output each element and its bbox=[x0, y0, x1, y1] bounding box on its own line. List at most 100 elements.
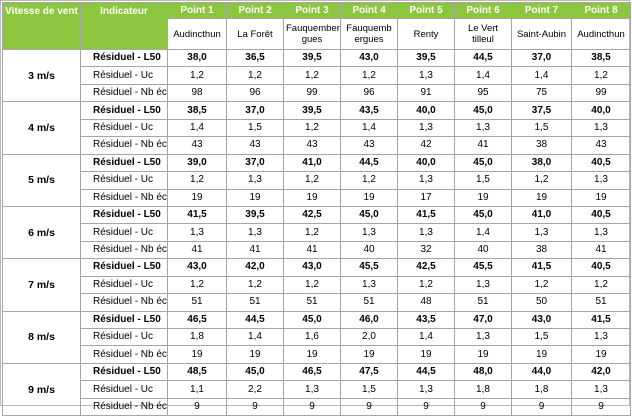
value-cell: 38,5 bbox=[167, 101, 227, 120]
value-cell: 1,5 bbox=[454, 171, 512, 190]
value-cell: 1,3 bbox=[571, 223, 631, 242]
table-row: Résiduel - Nb éch 98 96 99 96 91 95 75 99 bbox=[3, 83, 631, 103]
value-cell: 2,2 bbox=[226, 380, 284, 399]
value-cell: 42,5 bbox=[283, 205, 341, 225]
indicator-label: Résiduel - L50 bbox=[80, 205, 168, 225]
value-cell: 19 bbox=[340, 188, 398, 207]
value-cell: 48,5 bbox=[167, 362, 227, 382]
header-wind-speed: Vitesse de vent bbox=[2, 2, 81, 50]
value-cell: 1,3 bbox=[571, 327, 631, 347]
location-line: Fauquember bbox=[286, 23, 340, 34]
value-cell: 19 bbox=[226, 188, 284, 207]
location-line: ergues bbox=[354, 34, 384, 45]
table-row: Résiduel - Nb éch 51 51 51 51 48 51 50 51 bbox=[3, 293, 631, 312]
value-cell: 44,5 bbox=[226, 310, 284, 330]
value-cell: 40,5 bbox=[571, 258, 631, 277]
value-cell: 46,5 bbox=[167, 310, 227, 330]
value-cell: 51 bbox=[283, 293, 341, 312]
value-cell: 1,5 bbox=[511, 118, 572, 138]
value-cell: 48 bbox=[397, 293, 455, 312]
location-line: tilleul bbox=[472, 34, 494, 45]
value-cell: 19 bbox=[571, 345, 631, 364]
value-cell: 41,0 bbox=[283, 153, 341, 173]
value-cell: 19 bbox=[283, 345, 341, 364]
value-cell: 37,5 bbox=[511, 101, 572, 120]
location-cell: Renty bbox=[397, 18, 455, 50]
value-cell: 42,0 bbox=[226, 258, 284, 277]
value-cell: 39,5 bbox=[397, 48, 455, 68]
value-cell: 1,2 bbox=[167, 275, 227, 295]
indicator-label: Résiduel - Nb éch bbox=[80, 240, 168, 260]
table-row: Résiduel - Uc 1,2 1,2 1,2 1,3 1,2 1,3 1,2 1,2 bbox=[3, 275, 631, 295]
value-cell: 38 bbox=[511, 240, 572, 260]
value-cell: 17 bbox=[397, 188, 455, 207]
value-cell: 1,3 bbox=[511, 223, 572, 242]
value-cell: 19 bbox=[397, 345, 455, 364]
value-cell: 1,2 bbox=[340, 171, 398, 190]
value-cell: 19 bbox=[167, 188, 227, 207]
value-cell: 32 bbox=[397, 240, 455, 260]
indicator-label: Résiduel - L50 bbox=[80, 153, 168, 173]
value-cell: 1,2 bbox=[397, 275, 455, 295]
value-cell: 19 bbox=[571, 188, 631, 207]
table-row: Résiduel - Uc 1,4 1,5 1,2 1,4 1,3 1,3 1,5 1,3 bbox=[3, 118, 631, 138]
indicator-label: Résiduel - Nb éch bbox=[80, 293, 168, 312]
location-cell: Le Vert tilleul bbox=[454, 18, 512, 50]
header-point: Point 4 bbox=[340, 1, 398, 20]
header-point: Point 1 bbox=[167, 1, 227, 20]
value-cell: 43 bbox=[283, 136, 341, 155]
indicator-label: Résiduel - L50 bbox=[80, 310, 168, 330]
value-cell: 19 bbox=[454, 188, 512, 207]
value-cell: 40,5 bbox=[571, 153, 631, 173]
value-cell: 40 bbox=[340, 240, 398, 260]
value-cell: 99 bbox=[283, 83, 341, 103]
value-cell: 41,5 bbox=[397, 205, 455, 225]
value-cell: 9 bbox=[397, 397, 455, 416]
table-row: Résiduel - Nb éch 41 41 41 40 32 40 38 41 bbox=[3, 240, 631, 260]
table-row: Résiduel - Uc 1,2 1,3 1,2 1,2 1,3 1,5 1,2 1,3 bbox=[3, 171, 631, 190]
value-cell: 1,2 bbox=[283, 171, 341, 190]
value-cell: 44,0 bbox=[511, 362, 572, 382]
table-row: Résiduel - Nb éch 19 19 19 19 17 19 19 19 bbox=[3, 188, 631, 207]
value-cell: 41,0 bbox=[511, 205, 572, 225]
location-line: Renty bbox=[413, 28, 439, 40]
table-row: 8 m/s Résiduel - L50 46,5 44,5 45,0 46,0 43,5 4… bbox=[2, 310, 631, 364]
indicator-label: Résiduel - Nb éch bbox=[80, 83, 168, 103]
value-cell: 19 bbox=[454, 345, 512, 364]
table-row: 3 m/s Résiduel - L50 38,0 36,5 39,5 43,0 39,5 4… bbox=[2, 48, 631, 103]
value-cell: 9 bbox=[340, 397, 398, 416]
value-cell: 40,5 bbox=[571, 205, 631, 225]
value-cell: 40 bbox=[454, 240, 512, 260]
value-cell: 19 bbox=[511, 345, 572, 364]
header-point: Point 7 bbox=[511, 1, 572, 20]
header-point: Point 2 bbox=[226, 1, 284, 20]
value-cell: 1,3 bbox=[397, 223, 455, 242]
location-line: Le Vert bbox=[467, 23, 499, 34]
wind-speed-cell: 6 m/s bbox=[2, 205, 81, 260]
value-cell: 41,5 bbox=[167, 205, 227, 225]
wind-speed-cell: 8 m/s bbox=[2, 310, 81, 364]
indicator-label: Résiduel - Nb éch bbox=[80, 136, 168, 155]
value-cell: 41 bbox=[571, 240, 631, 260]
location-row: Audincthun La Forêt Fauquember gues Fauquemb… bbox=[3, 18, 631, 50]
value-cell: 19 bbox=[283, 188, 341, 207]
location-line: gues bbox=[301, 34, 323, 45]
location-line: Fauquemb bbox=[346, 23, 392, 34]
value-cell: 1,8 bbox=[167, 327, 227, 347]
value-cell: 1,1 bbox=[167, 380, 227, 399]
table-row: Résiduel - Nb éch 19 19 19 19 19 19 19 19 bbox=[3, 345, 631, 364]
value-cell: 95 bbox=[454, 83, 512, 103]
table-row: Résiduel - Uc 1,8 1,4 1,6 2,0 1,4 1,3 1,5 1,3 bbox=[3, 327, 631, 347]
table-row: 7 m/s Résiduel - L50 43,0 42,0 43,0 45,5 42,5 4… bbox=[2, 258, 631, 312]
value-cell: 44,5 bbox=[454, 48, 512, 68]
value-cell: 43 bbox=[226, 136, 284, 155]
location-line: Audincthun bbox=[577, 28, 625, 40]
wind-speed-cell: 7 m/s bbox=[2, 258, 81, 312]
value-cell: 44,5 bbox=[397, 362, 455, 382]
value-cell: 51 bbox=[226, 293, 284, 312]
indicator-label: Résiduel - Uc bbox=[80, 275, 168, 295]
indicator-label: Résiduel - L50 bbox=[80, 258, 168, 277]
value-cell: 19 bbox=[340, 345, 398, 364]
